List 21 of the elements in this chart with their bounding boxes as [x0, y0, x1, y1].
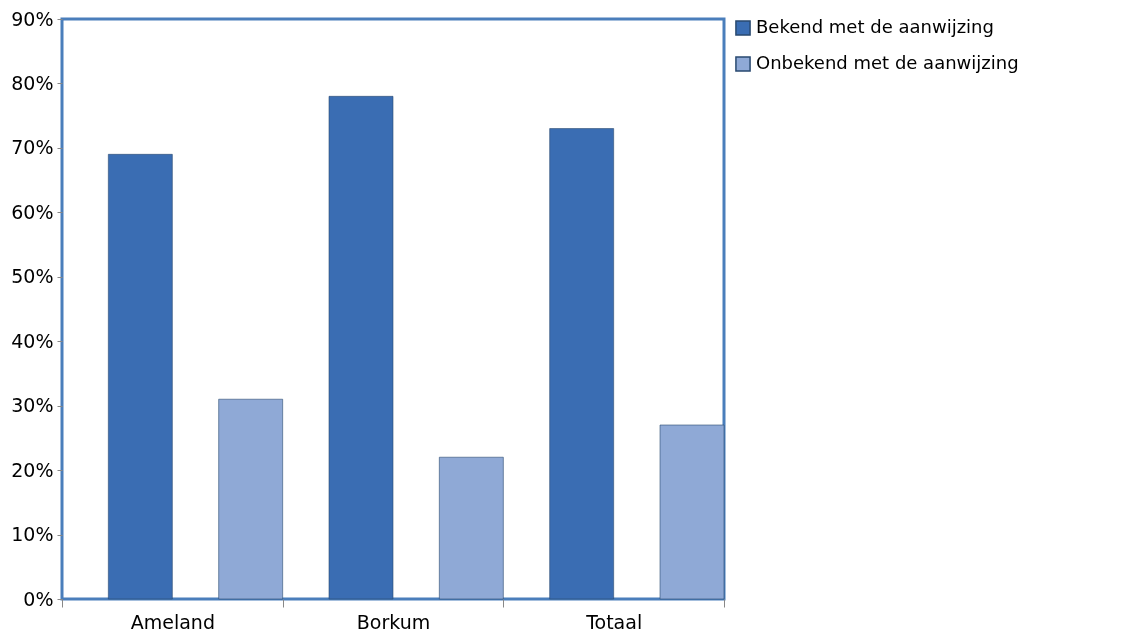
y-tick-label: 10% [11, 523, 54, 546]
bar [659, 424, 725, 600]
y-tick-label: 30% [11, 394, 54, 417]
y-tick-label: 20% [11, 458, 54, 481]
y-tick-label: 40% [11, 329, 54, 352]
x-tick-label: Ameland [130, 610, 215, 633]
y-tick-label: 70% [11, 136, 54, 159]
x-tick-label: Borkum [356, 610, 431, 633]
bar [218, 398, 283, 600]
bar [549, 128, 614, 600]
bar [108, 154, 173, 600]
y-tick-label: 60% [11, 200, 54, 223]
bar [439, 456, 504, 600]
y-tick-label: 50% [11, 265, 54, 288]
y-tick-label: 90% [11, 7, 54, 30]
y-tick-label: 0% [23, 587, 54, 610]
legend-label: Bekend met de aanwijzing [756, 16, 994, 37]
legend-label: Onbekend met de aanwijzing [756, 52, 1019, 73]
y-tick-label: 80% [11, 71, 54, 94]
x-tick-label: Totaal [585, 610, 643, 633]
bar [328, 96, 394, 600]
